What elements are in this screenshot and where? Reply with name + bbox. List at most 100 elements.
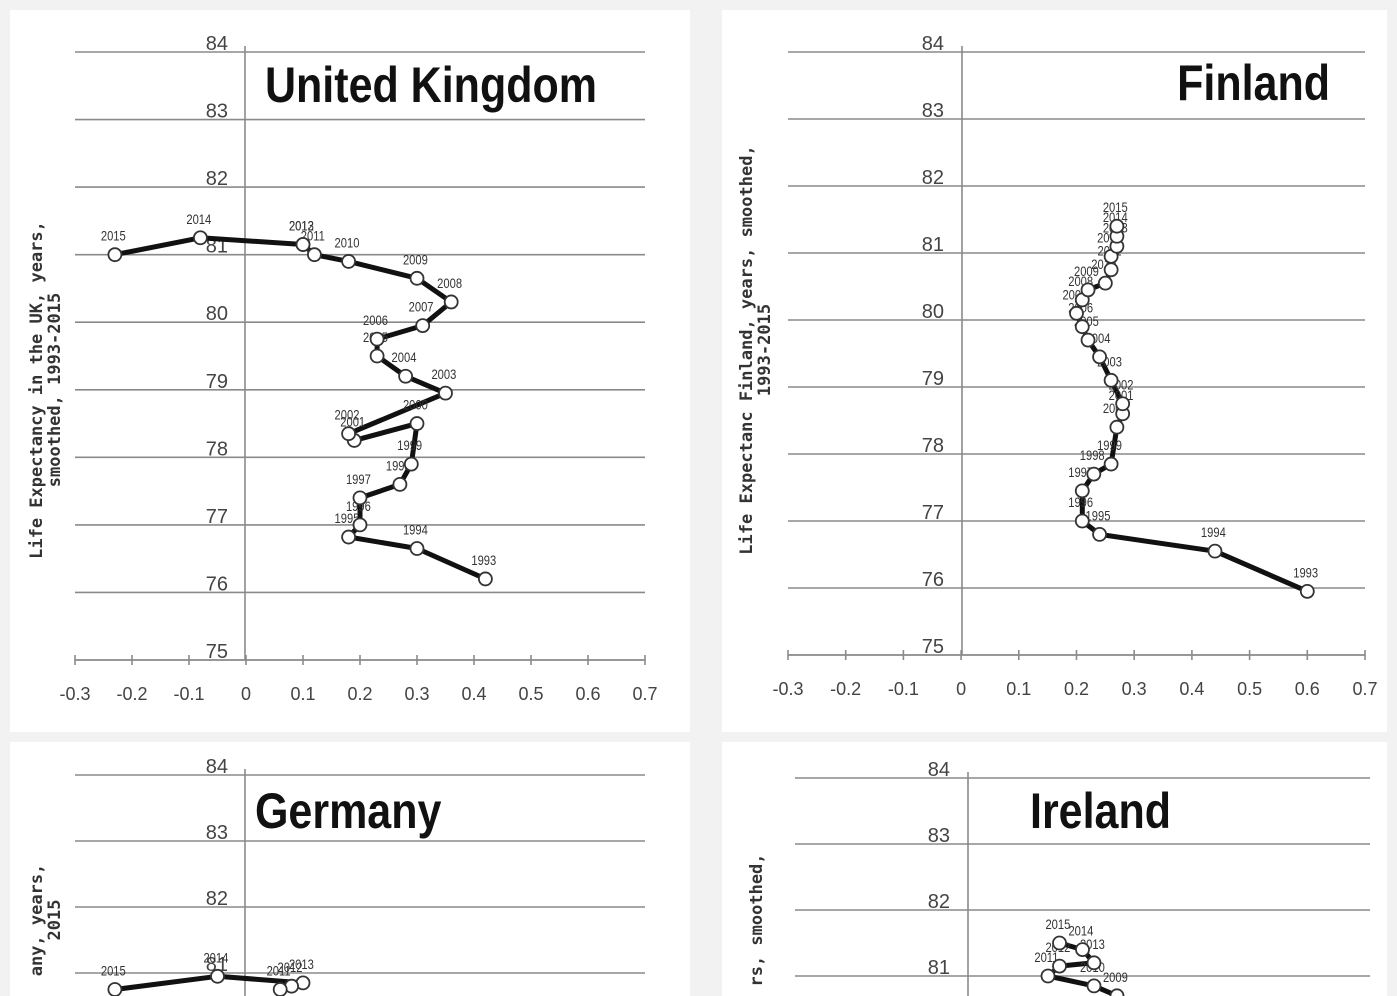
- uk-panel-background: [10, 10, 690, 732]
- uk-y-tick-label: 82: [206, 168, 228, 190]
- fi-x-tick-label: 0.5: [1237, 679, 1262, 699]
- fi-point-label-2009: 2009: [1074, 264, 1099, 279]
- de-y-tick-label: 83: [206, 822, 228, 844]
- fi-x-tick-label: 0.2: [1064, 679, 1089, 699]
- uk-y-tick-label: 76: [206, 573, 228, 595]
- ie-y-tick-label: 84: [928, 759, 950, 781]
- fi-point-1998: [1086, 466, 1102, 482]
- ie-point-2011: [1040, 968, 1056, 984]
- fi-y-tick-label: 76: [922, 569, 944, 591]
- uk-point-2005: [369, 348, 385, 364]
- uk-y-tick-label: 79: [206, 371, 228, 393]
- de-title: Germany: [255, 783, 441, 839]
- uk-point-2000: [409, 416, 425, 431]
- ie-point-2014: [1075, 942, 1090, 957]
- uk-point-2010: [341, 254, 357, 269]
- uk-x-tick-label: -0.1: [173, 684, 204, 704]
- uk-point-label-1997: 1997: [346, 472, 371, 487]
- uk-x-tick-label: -0.3: [59, 684, 90, 704]
- de-point-label-2013: 2013: [289, 957, 314, 972]
- fi-point-1997: [1074, 483, 1090, 499]
- uk-point-label-2015: 2015: [101, 229, 126, 244]
- uk-point-2006: [369, 331, 385, 347]
- fi-point-2003: [1103, 372, 1119, 388]
- fi-y-tick-label: 75: [922, 636, 944, 658]
- fi-y-tick-label: 84: [922, 33, 944, 55]
- fi-point-label-1994: 1994: [1201, 525, 1226, 540]
- fi-point-1993: [1299, 583, 1315, 599]
- ie-point-label-2015: 2015: [1045, 917, 1070, 932]
- fi-point-1995: [1092, 527, 1107, 542]
- fi-point-2010: [1097, 275, 1113, 291]
- uk-point-2004: [398, 368, 414, 384]
- uk-x-tick-label: 0.7: [632, 684, 657, 704]
- fi-y-axis-label: 1993-2015: [755, 304, 775, 396]
- uk-y-tick-label: 78: [206, 438, 228, 460]
- uk-point-label-2014: 2014: [186, 212, 211, 227]
- de-y-axis-label: any, years,: [27, 864, 47, 977]
- ie-point-label-2011: 2011: [1034, 950, 1058, 965]
- uk-y-tick-label: 75: [206, 641, 228, 663]
- fi-y-tick-label: 79: [922, 368, 944, 390]
- uk-point-label-2009: 2009: [403, 252, 428, 267]
- uk-x-tick-label: 0.4: [461, 684, 486, 704]
- de-point-2011: [272, 982, 288, 996]
- uk-point-label-2010: 2010: [335, 235, 360, 250]
- fi-x-tick-label: 0: [956, 679, 966, 699]
- ie-y-tick-label: 81: [928, 957, 950, 979]
- uk-x-tick-label: 0.2: [347, 684, 372, 704]
- de-point-2015: [107, 982, 123, 996]
- de-y-tick-label: 82: [206, 888, 228, 910]
- de-point-label-2012: 2012: [278, 960, 303, 975]
- uk-y-tick-label: 80: [206, 303, 228, 325]
- ie-title: Ireland: [1030, 783, 1171, 839]
- ie-point-2012: [1052, 958, 1067, 974]
- fi-point-label-1996: 1996: [1068, 495, 1093, 510]
- ie-point-label-2009: 2009: [1103, 970, 1128, 985]
- fi-x-tick-label: 0.7: [1352, 679, 1377, 699]
- uk-point-1999: [403, 456, 419, 472]
- fi-point-2011: [1103, 262, 1119, 278]
- uk-point-label-2001: 2001: [340, 414, 365, 429]
- uk-point-1993: [477, 571, 493, 587]
- fi-y-tick-label: 77: [922, 502, 944, 524]
- ie-y-axis-label: rs, smoothed,: [747, 853, 767, 986]
- uk-x-tick-label: 0.6: [575, 684, 600, 704]
- uk-x-tick-label: 0.5: [518, 684, 543, 704]
- uk-x-tick-label: -0.2: [116, 684, 147, 704]
- fi-x-tick-label: -0.1: [888, 679, 919, 699]
- fi-title: Finland: [1177, 55, 1330, 111]
- uk-x-tick-label: 0.3: [404, 684, 429, 704]
- uk-point-2015: [107, 247, 123, 263]
- uk-title: United Kingdom: [265, 57, 597, 113]
- fi-panel-background: [722, 10, 1387, 732]
- ie-panel-background: [722, 742, 1387, 996]
- uk-point-2014: [192, 230, 208, 246]
- fi-x-tick-label: 0.6: [1295, 679, 1320, 699]
- de-point-2014: [210, 968, 225, 984]
- fi-point-1994: [1207, 543, 1223, 559]
- fi-point-2007: [1069, 305, 1084, 321]
- fi-point-1999: [1103, 456, 1119, 472]
- uk-x-tick-label: 0.1: [290, 684, 315, 704]
- fi-y-tick-label: 82: [922, 167, 944, 189]
- uk-point-label-2002: 2002: [335, 408, 360, 423]
- uk-point-2009: [409, 270, 425, 286]
- uk-point-2003: [438, 385, 453, 401]
- de-y-axis-label: 2015: [45, 900, 65, 941]
- fi-y-tick-label: 81: [922, 234, 944, 256]
- fi-point-label-1995: 1995: [1086, 508, 1111, 523]
- fi-y-tick-label: 78: [922, 435, 944, 457]
- uk-point-label-2000: 2000: [403, 397, 428, 412]
- uk-point-label-1994: 1994: [403, 522, 428, 537]
- uk-point-label-2004: 2004: [392, 350, 417, 365]
- uk-x-tick-label: 0: [241, 684, 251, 704]
- ie-point-2013: [1086, 955, 1102, 971]
- uk-y-axis-label: smoothed, 1993-2015: [45, 293, 65, 487]
- fi-y-axis-label: Life Expectanc Finland, years, smoothed,: [737, 145, 757, 554]
- uk-point-label-2013: 2013: [289, 218, 314, 233]
